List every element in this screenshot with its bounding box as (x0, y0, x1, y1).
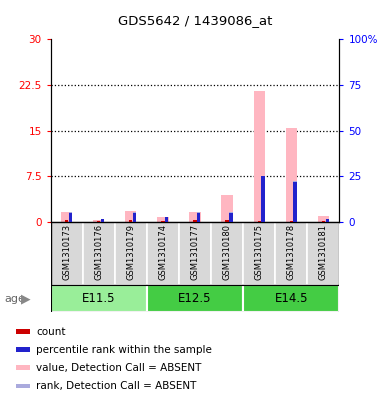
Bar (197, 213, 200, 222)
Bar (229, 213, 232, 222)
Text: age: age (4, 294, 25, 304)
Text: ▶: ▶ (21, 292, 31, 305)
Bar (326, 219, 329, 222)
Bar (147, 285, 243, 312)
Bar (254, 91, 265, 222)
Bar (51, 222, 83, 285)
Bar (229, 212, 232, 222)
Bar (222, 195, 233, 222)
Bar (193, 220, 197, 222)
Bar (93, 220, 105, 222)
Text: GSM1310173: GSM1310173 (62, 224, 71, 280)
Text: GDS5642 / 1439086_at: GDS5642 / 1439086_at (118, 14, 272, 27)
Bar (190, 212, 200, 222)
Bar (307, 222, 339, 285)
Bar (326, 219, 329, 222)
Bar (293, 182, 297, 222)
Bar (290, 221, 293, 222)
Text: GSM1310181: GSM1310181 (319, 224, 328, 280)
Bar (261, 176, 264, 222)
Text: E12.5: E12.5 (178, 292, 212, 305)
Bar (16, 365, 30, 370)
Text: GSM1310180: GSM1310180 (223, 224, 232, 280)
Bar (16, 384, 30, 388)
Text: count: count (36, 327, 66, 337)
Bar (115, 222, 147, 285)
Text: value, Detection Call = ABSENT: value, Detection Call = ABSENT (36, 363, 201, 373)
Bar (16, 329, 30, 334)
Bar (101, 219, 104, 222)
Bar (197, 212, 200, 222)
Text: GSM1310178: GSM1310178 (287, 224, 296, 280)
Bar (16, 347, 30, 352)
Bar (275, 222, 307, 285)
Bar (257, 221, 261, 222)
Bar (322, 221, 325, 222)
Bar (243, 285, 339, 312)
Text: GSM1310175: GSM1310175 (255, 224, 264, 280)
Text: GSM1310176: GSM1310176 (94, 224, 103, 280)
Bar (318, 216, 329, 222)
Bar (225, 220, 229, 222)
Bar (125, 211, 136, 222)
Bar (133, 212, 136, 222)
Bar (69, 213, 72, 222)
Text: GSM1310174: GSM1310174 (158, 224, 167, 280)
Bar (61, 212, 73, 222)
Text: E11.5: E11.5 (82, 292, 115, 305)
Bar (65, 220, 68, 222)
Bar (157, 217, 168, 222)
Bar (101, 219, 104, 222)
Bar (211, 222, 243, 285)
Bar (83, 222, 115, 285)
Bar (51, 285, 147, 312)
Bar (261, 176, 264, 222)
Text: GSM1310179: GSM1310179 (126, 224, 135, 280)
Bar (293, 181, 297, 222)
Bar (147, 222, 179, 285)
Bar (133, 213, 136, 222)
Text: GSM1310177: GSM1310177 (190, 224, 200, 280)
Bar (69, 212, 72, 222)
Bar (161, 221, 165, 222)
Bar (165, 217, 168, 222)
Bar (179, 222, 211, 285)
Text: E14.5: E14.5 (275, 292, 308, 305)
Text: percentile rank within the sample: percentile rank within the sample (36, 345, 212, 355)
Bar (165, 217, 168, 222)
Bar (97, 221, 100, 222)
Bar (129, 220, 133, 222)
Bar (243, 222, 275, 285)
Text: rank, Detection Call = ABSENT: rank, Detection Call = ABSENT (36, 381, 196, 391)
Bar (285, 128, 297, 222)
